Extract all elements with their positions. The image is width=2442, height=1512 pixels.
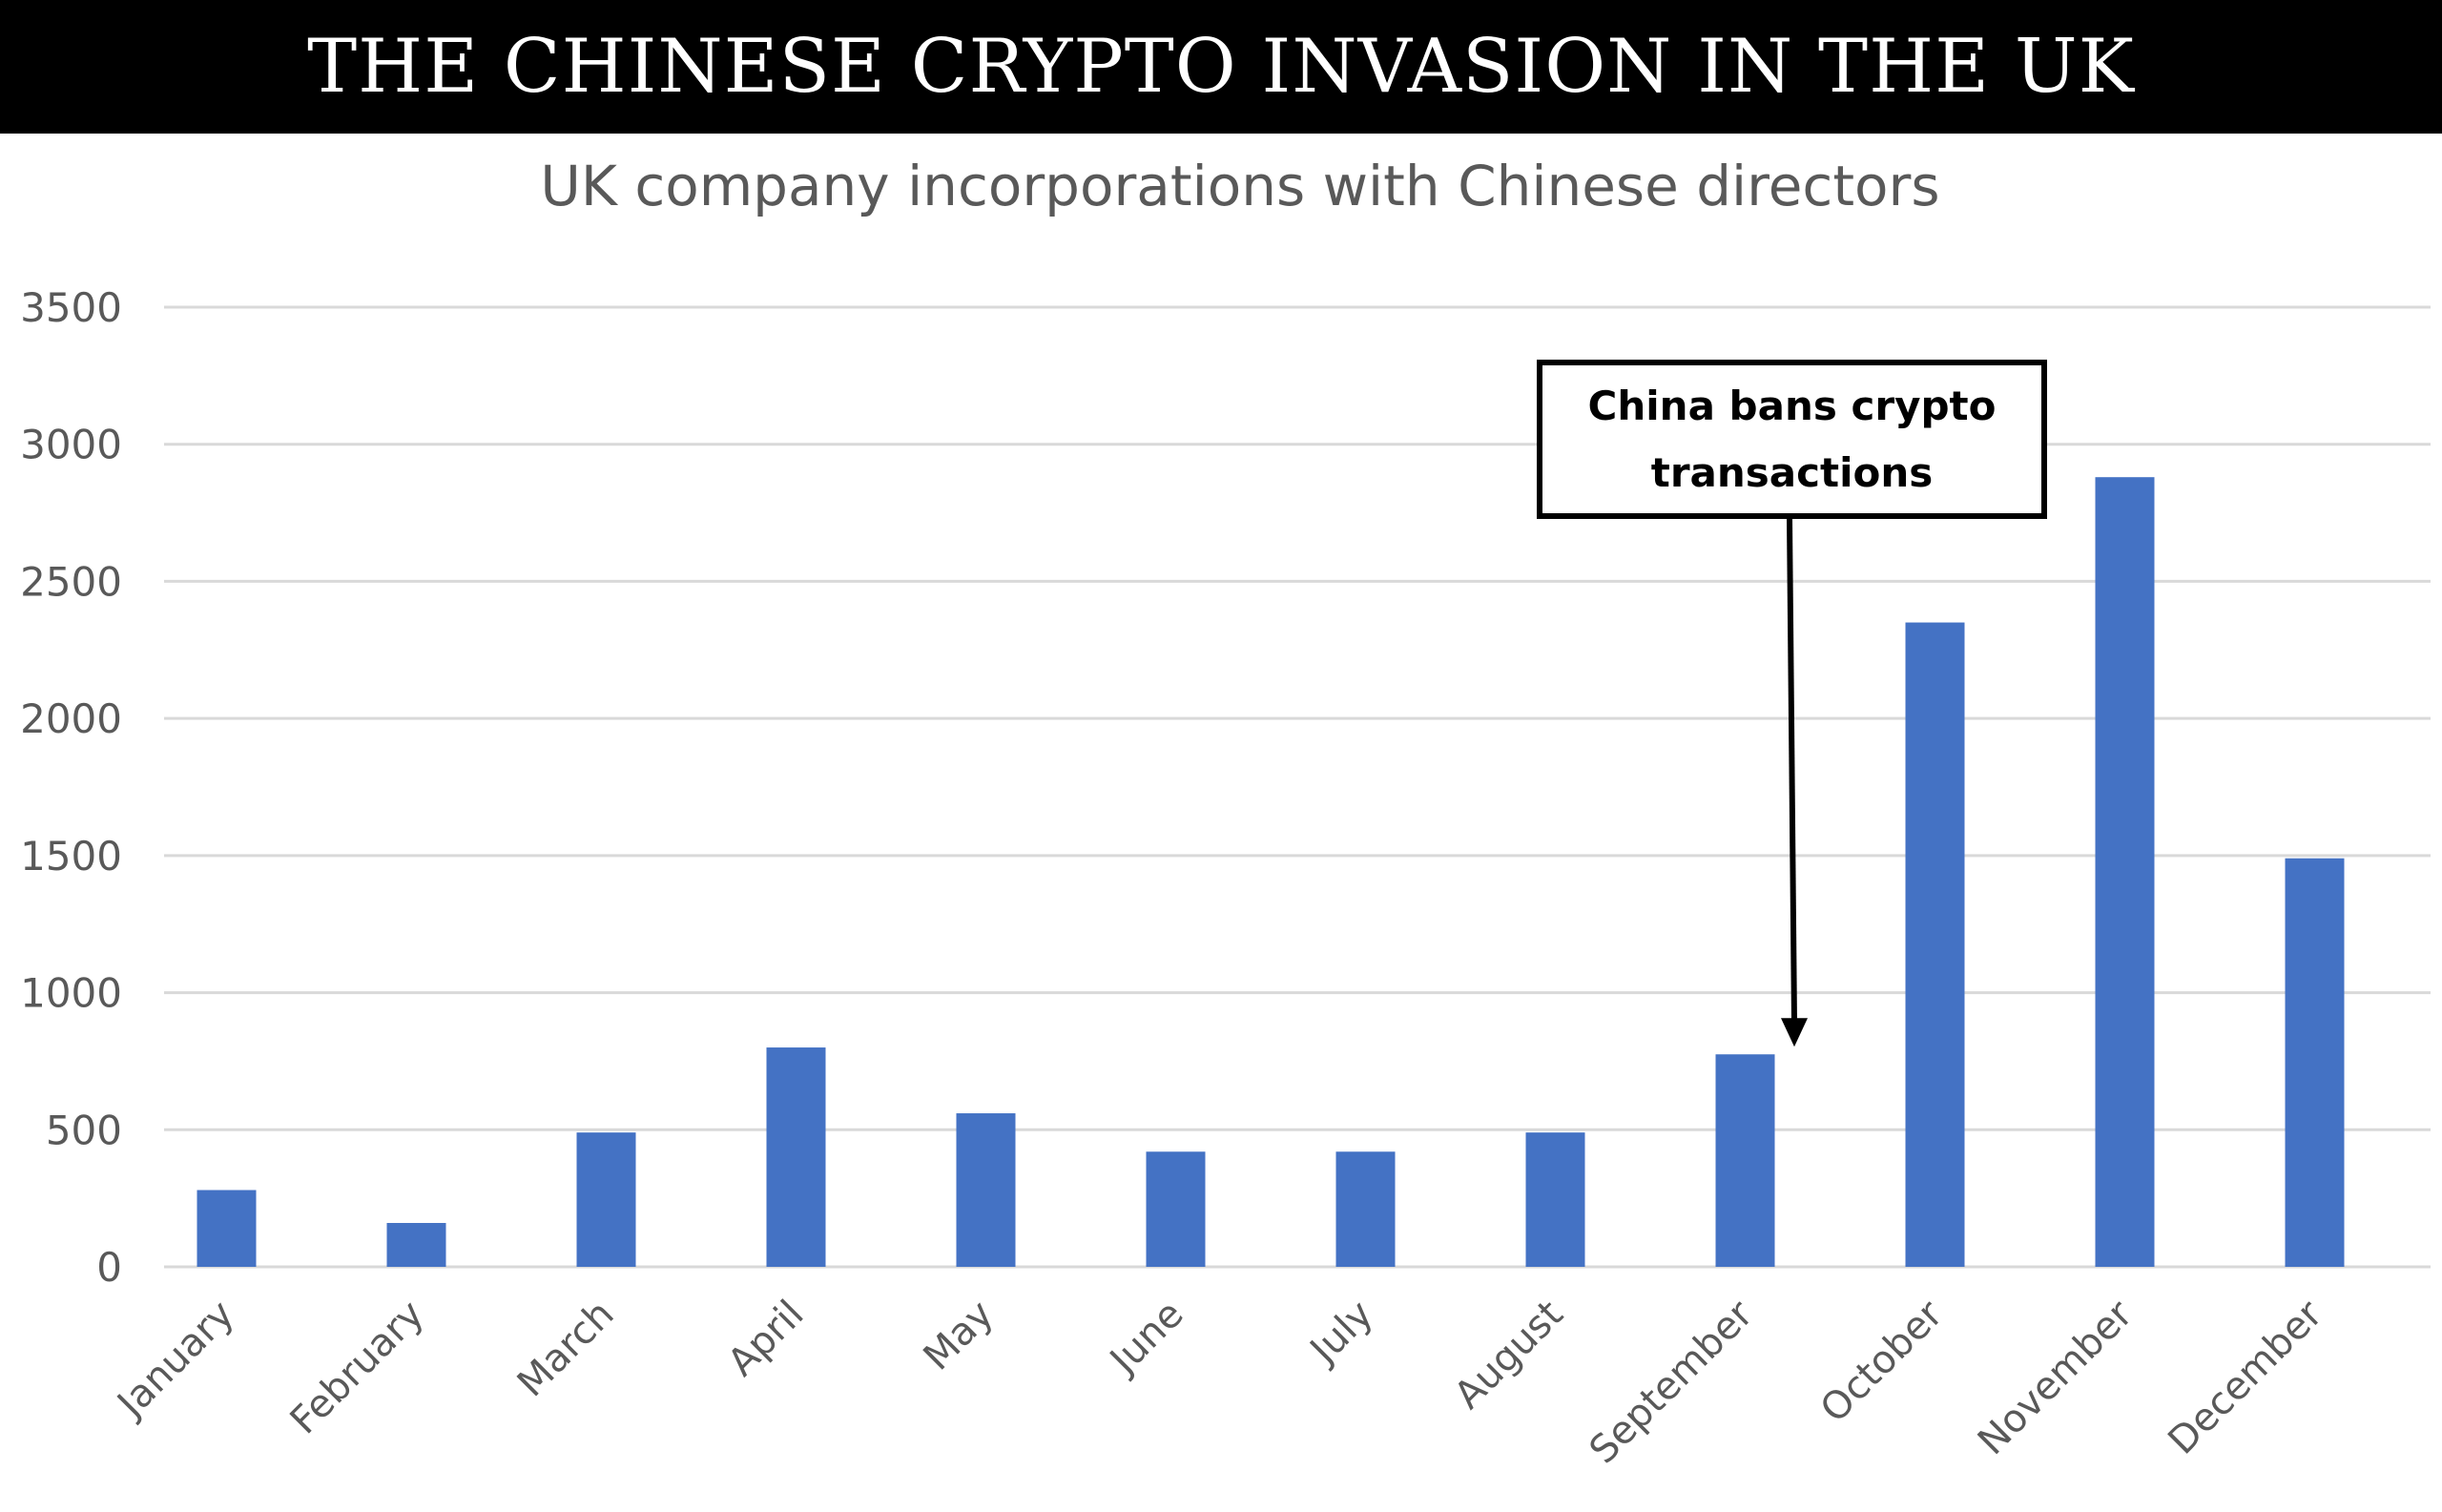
x-tick-label: March — [509, 1293, 623, 1406]
annotation-arrow-line — [1787, 518, 1797, 1025]
y-axis-ticks: 0 500 1000 1500 2000 2500 3000 3500 — [20, 284, 122, 1291]
y-tick-label: 1500 — [20, 833, 122, 880]
annotation-arrow-group — [1781, 518, 1808, 1047]
chart-frame: UK company incorporations with Chinese d… — [0, 134, 2442, 1512]
x-tick-label: October — [1812, 1292, 1952, 1431]
bar-chart: UK company incorporations with Chinese d… — [20, 154, 2431, 1472]
x-tick-label: September — [1582, 1292, 1762, 1472]
bar-january — [197, 1190, 257, 1267]
x-tick-label: December — [2160, 1292, 2331, 1463]
bar-march — [576, 1132, 636, 1267]
x-tick-label: July — [1300, 1293, 1382, 1375]
x-tick-label: January — [108, 1293, 243, 1428]
x-tick-label: August — [1446, 1293, 1572, 1419]
x-axis-ticks: January February March April May June July Augu… — [108, 1292, 2331, 1472]
y-tick-label: 2500 — [20, 558, 122, 605]
bar-september — [1715, 1054, 1775, 1267]
bars — [197, 477, 2345, 1268]
annotation-arrow-head — [1781, 1018, 1808, 1047]
banner: THE CHINESE CRYPTO INVASION IN THE UK — [0, 0, 2442, 134]
y-tick-label: 500 — [46, 1107, 122, 1153]
x-tick-label: February — [282, 1293, 433, 1443]
x-tick-label: November — [1970, 1292, 2142, 1463]
bar-june — [1146, 1151, 1206, 1267]
x-tick-label: May — [916, 1293, 1003, 1379]
y-tick-label: 2000 — [20, 695, 122, 742]
bar-may — [956, 1113, 1016, 1267]
y-tick-label: 1000 — [20, 970, 122, 1017]
bar-october — [1905, 622, 1965, 1267]
bar-april — [766, 1047, 826, 1267]
bar-february — [386, 1223, 446, 1267]
y-tick-label: 3500 — [20, 284, 122, 331]
chart-title: UK company incorporations with Chinese d… — [540, 154, 1939, 218]
bar-august — [1525, 1132, 1585, 1267]
bar-december — [2285, 858, 2345, 1267]
banner-title: THE CHINESE CRYPTO INVASION IN THE UK — [307, 24, 2135, 110]
y-tick-label: 0 — [96, 1244, 122, 1291]
annotation-text: China bans crypto transactions — [1587, 382, 1997, 496]
x-tick-label: June — [1100, 1293, 1191, 1384]
annotation-box: China bans crypto transactions — [1537, 360, 2047, 519]
x-tick-label: April — [719, 1293, 812, 1385]
bar-november — [2095, 477, 2155, 1268]
y-tick-label: 3000 — [20, 422, 122, 468]
bar-july — [1335, 1151, 1396, 1267]
grid-lines — [164, 305, 2431, 1269]
